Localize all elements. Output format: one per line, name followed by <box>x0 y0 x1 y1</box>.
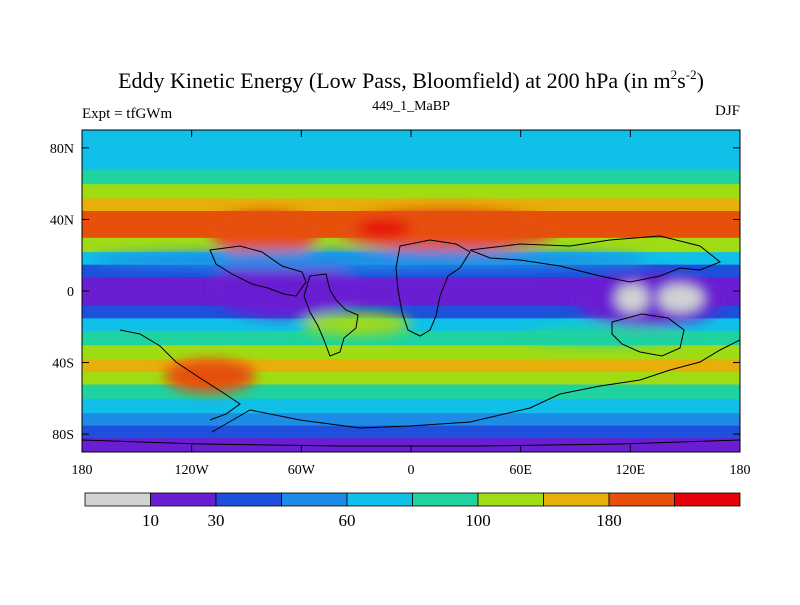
colorbar-box <box>84 492 151 507</box>
y-tick-label: 0 <box>67 285 74 300</box>
zonal-band <box>82 425 740 439</box>
coastline-patagonia <box>119 329 241 421</box>
zonal-band <box>82 156 740 170</box>
chart-title-main: Eddy Kinetic Energy (Low Pass, Bloomfiel… <box>118 68 671 93</box>
coastline-eurasia <box>469 235 721 283</box>
chart-title-sup1: 2 <box>671 67 678 82</box>
coastline-southern-ocean-ring <box>82 439 740 447</box>
contour-region <box>356 219 412 238</box>
contour-region <box>164 358 256 393</box>
colorbar-label: 60 <box>339 511 356 530</box>
y-tick-label: 40S <box>52 357 74 372</box>
zonal-band <box>82 183 740 199</box>
colorbar-box <box>543 492 610 507</box>
zonal-band <box>82 384 740 399</box>
case-label: 449_1_MaBP <box>372 99 450 114</box>
x-tick-label: 120E <box>616 463 646 478</box>
x-tick-label: 60W <box>288 463 316 478</box>
colorbar-box <box>608 492 675 507</box>
coastline-africa <box>395 239 471 337</box>
chart-title: Eddy Kinetic Energy (Low Pass, Bloomfiel… <box>118 67 704 93</box>
zonal-band <box>82 398 740 414</box>
colorbar: 10 30 60 100 180 <box>84 492 741 530</box>
contour-fill <box>82 130 740 452</box>
season-label: DJF <box>715 103 740 119</box>
colorbar-label: 30 <box>208 511 225 530</box>
coastline-north-america <box>209 245 307 297</box>
contour-region <box>520 326 686 345</box>
colorbar-box <box>150 492 217 507</box>
x-axis: 180 120W 60W 0 60E 120E 180 <box>72 130 751 478</box>
experiment-label: Expt = tfGWm <box>82 106 172 122</box>
x-tick-label: 180 <box>72 463 93 478</box>
contour-region <box>209 210 320 256</box>
coastline-south-america <box>303 273 359 357</box>
zonal-band <box>82 344 740 360</box>
colorbar-box <box>412 492 479 507</box>
colorbar-box <box>477 492 544 507</box>
x-tick-label: 180 <box>730 463 751 478</box>
coastlines <box>82 235 740 447</box>
coastline-australia <box>611 313 685 357</box>
colorbar-box <box>215 492 282 507</box>
x-tick-label: 120W <box>175 463 210 478</box>
colorbar-label: 10 <box>142 511 159 530</box>
chart-title-end: ) <box>697 68 704 93</box>
y-tick-label: 80S <box>52 428 74 443</box>
coastline-antarctica <box>211 339 740 433</box>
y-tick-label: 80N <box>50 142 74 157</box>
chart-title-sup2: -2 <box>686 67 697 82</box>
regional-anomalies <box>91 208 722 393</box>
y-tick-label: 40N <box>50 213 74 228</box>
contour-region <box>91 249 649 270</box>
x-tick-label: 0 <box>408 463 415 478</box>
colorbar-label: 180 <box>596 511 622 530</box>
zonal-band <box>82 169 740 185</box>
plot-area <box>82 130 740 452</box>
zonal-band <box>82 412 740 426</box>
zonal-band <box>82 130 740 145</box>
contour-region <box>209 258 357 318</box>
x-tick-label: 60E <box>509 463 532 478</box>
chart-title-mid: s <box>677 68 686 93</box>
colorbar-box <box>346 492 413 507</box>
zonal-band <box>82 197 740 211</box>
zonal-band <box>82 437 740 452</box>
colorbar-box <box>281 492 348 507</box>
contour-region <box>337 208 558 252</box>
contour-region <box>615 283 649 313</box>
y-axis: 80N 40N 0 40S 80S <box>50 142 740 443</box>
colorbar-label: 100 <box>465 511 491 530</box>
zonal-band <box>82 144 740 158</box>
contour-region <box>657 283 704 313</box>
colorbar-box <box>674 492 741 507</box>
